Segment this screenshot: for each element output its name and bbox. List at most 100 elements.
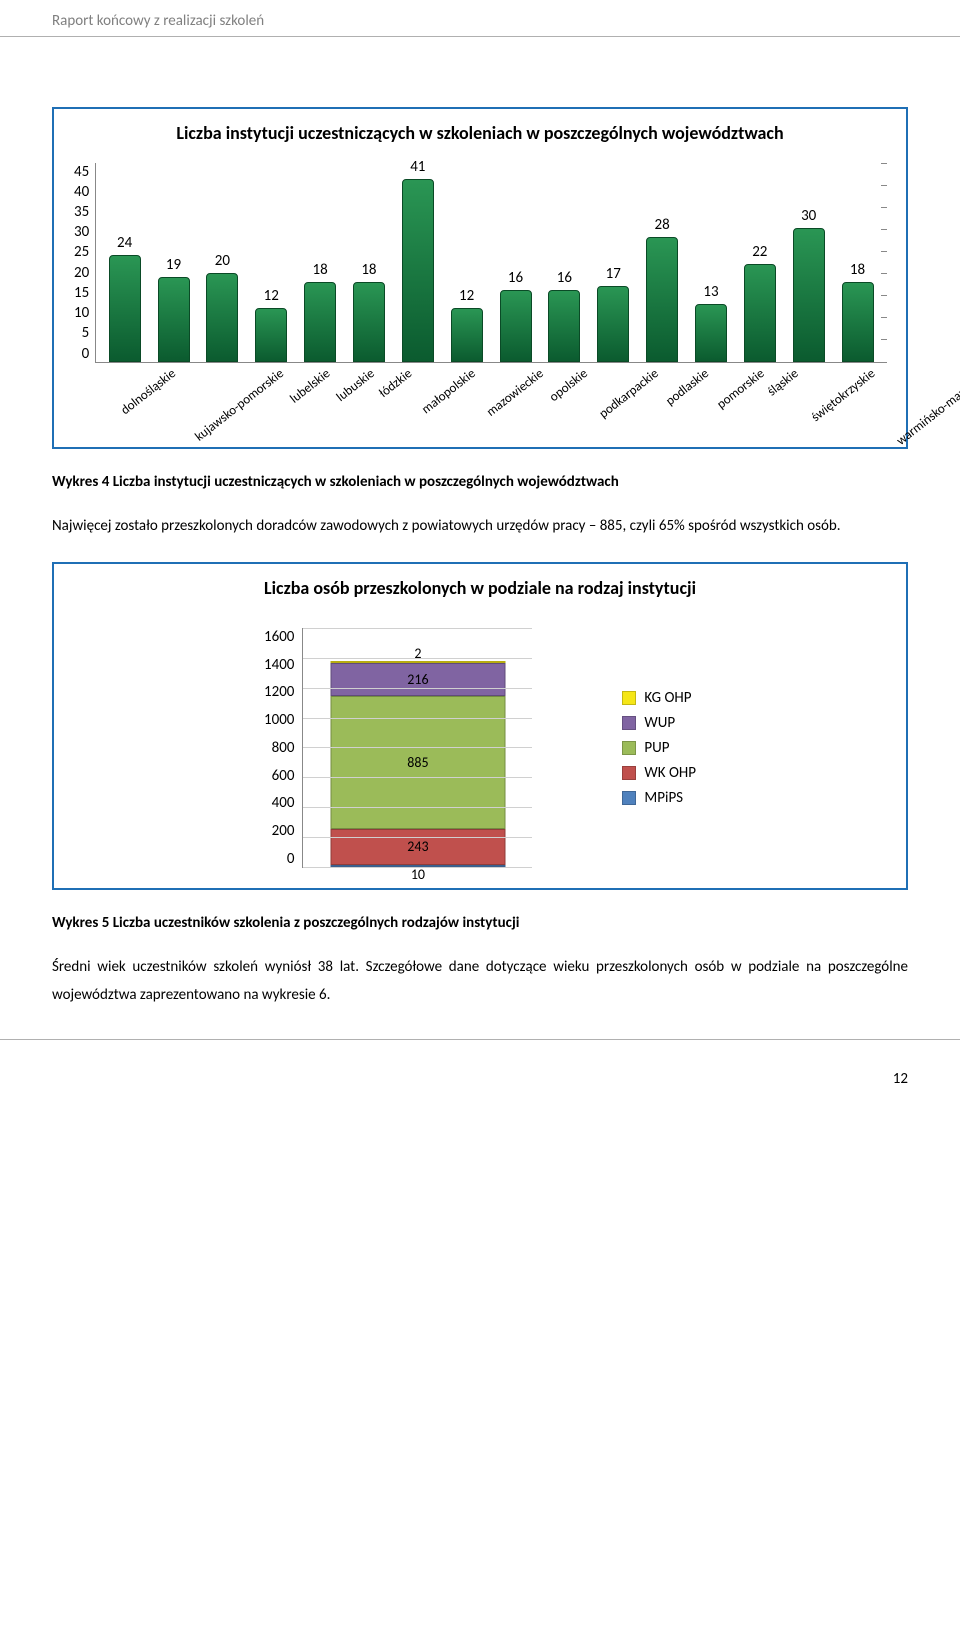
chart1-y-axis: 454035302520151050 xyxy=(74,163,95,363)
chart1-tick-mark xyxy=(881,317,887,318)
chart2-y-tick: 0 xyxy=(287,850,295,868)
chart1-bar xyxy=(695,304,727,362)
chart1-y-tick: 40 xyxy=(74,183,89,201)
page-header: Raport końcowy z realizacji szkoleń xyxy=(0,0,960,37)
chart1-bar-group: 28 xyxy=(638,163,687,362)
chart1-bar-value: 24 xyxy=(105,234,145,252)
chart2-plot-area: 102438852162 xyxy=(302,628,532,868)
chart1-bar-value: 18 xyxy=(349,261,389,279)
chart1-tick-mark xyxy=(881,251,887,252)
chart1-bar-group: 24 xyxy=(100,163,149,362)
chart1-bar-value: 18 xyxy=(300,261,340,279)
chart1-y-tick: 0 xyxy=(82,345,90,363)
chart1-bar-group: 16 xyxy=(540,163,589,362)
chart1-y-tick: 45 xyxy=(74,163,89,181)
chart1-tick-mark xyxy=(881,207,887,208)
chart2-title: Liczba osób przeszkolonych w podziale na… xyxy=(74,578,886,600)
chart1-tick-mark xyxy=(881,362,887,363)
chart1-tick-mark xyxy=(881,229,887,230)
chart1-x-labels: dolnośląskiekujawsko-pomorskielubelskiel… xyxy=(74,363,886,433)
chart1-bar-value: 20 xyxy=(202,252,242,270)
chart1-bar-group: 12 xyxy=(247,163,296,362)
chart2-caption: Wykres 5 Liczba uczestników szkolenia z … xyxy=(52,914,908,932)
chart1-bar xyxy=(206,273,238,362)
chart1-bar-group: 19 xyxy=(149,163,198,362)
chart2-gridline xyxy=(303,867,532,868)
chart1-bar-group: 12 xyxy=(442,163,491,362)
chart2-y-tick: 1000 xyxy=(264,711,294,729)
chart2-gridline xyxy=(303,718,532,719)
chart1-bar xyxy=(548,290,580,361)
chart2-segment-label: 2 xyxy=(393,645,443,662)
chart1-bar-value: 13 xyxy=(691,283,731,301)
chart1-bar-value: 16 xyxy=(496,269,536,287)
legend-swatch xyxy=(622,766,636,780)
paragraph-2: Średni wiek uczestników szkoleń wyniósł … xyxy=(52,954,908,1010)
chart1-y-tick: 5 xyxy=(82,324,90,342)
chart2-legend-item: WUP xyxy=(622,714,696,732)
chart1-bar-value: 12 xyxy=(447,287,487,305)
chart1-plot-area: 24192012181841121616172813223018 xyxy=(95,163,886,363)
chart1-bar-group: 17 xyxy=(589,163,638,362)
chart1-bar-value: 12 xyxy=(251,287,291,305)
chart1-bar xyxy=(158,277,190,361)
chart1-bar-group: 18 xyxy=(833,163,882,362)
chart1-x-label: warmińsko-mazurskie xyxy=(891,363,960,489)
chart1-bar xyxy=(842,282,874,362)
chart1-plot: 454035302520151050 241920121818411216161… xyxy=(74,163,886,363)
chart1-y-tick: 15 xyxy=(74,284,89,302)
chart1-bar-group: 18 xyxy=(296,163,345,362)
chart1-x-label: dolnośląskie xyxy=(116,363,210,458)
chart1-y-tick: 10 xyxy=(74,304,89,322)
chart1-bar-group: 30 xyxy=(784,163,833,362)
chart1-bar-group: 18 xyxy=(345,163,394,362)
chart1-bar-group: 16 xyxy=(491,163,540,362)
chart2-gridline xyxy=(303,658,532,659)
chart1-tick-mark xyxy=(881,273,887,274)
chart1-bar-group: 13 xyxy=(687,163,736,362)
legend-label: WUP xyxy=(644,714,675,732)
chart1-x-label: świętokrzyskie xyxy=(806,363,909,465)
chart1-bar xyxy=(793,228,825,361)
chart1-bar xyxy=(353,282,385,362)
chart1-y-tick: 35 xyxy=(74,203,89,221)
chart1-caption: Wykres 4 Liczba instytucji uczestniczący… xyxy=(52,473,908,491)
chart1-bar xyxy=(597,286,629,362)
page-number: 12 xyxy=(0,1039,960,1108)
chart2-legend: KG OHPWUPPUPWK OHPMPiPS xyxy=(622,682,696,814)
chart1-bar-value: 22 xyxy=(740,243,780,261)
chart1-bar-value: 17 xyxy=(593,265,633,283)
chart2-segment-label: 10 xyxy=(393,866,443,883)
chart2-gridline xyxy=(303,807,532,808)
legend-swatch xyxy=(622,691,636,705)
chart2-gridline xyxy=(303,837,532,838)
chart2-gridline xyxy=(303,688,532,689)
chart1-bar-value: 19 xyxy=(154,256,194,274)
chart1-tick-mark xyxy=(881,185,887,186)
paragraph-1: Najwięcej zostało przeszkolonych doradcó… xyxy=(52,513,908,541)
legend-swatch xyxy=(622,741,636,755)
chart2-gridline xyxy=(303,777,532,778)
chart1-bar-group: 22 xyxy=(735,163,784,362)
chart1-tick-mark xyxy=(881,339,887,340)
chart1-bars: 24192012181841121616172813223018 xyxy=(96,163,886,362)
chart2-y-tick: 1200 xyxy=(264,683,294,701)
chart1-bar-value: 41 xyxy=(398,158,438,176)
chart2-gridline xyxy=(303,747,532,748)
legend-label: KG OHP xyxy=(644,689,691,707)
legend-label: WK OHP xyxy=(644,764,696,782)
chart1-bar xyxy=(646,237,678,361)
legend-swatch xyxy=(622,716,636,730)
chart2-y-tick: 1600 xyxy=(264,628,294,646)
chart2-y-axis: 16001400120010008006004002000 xyxy=(264,628,302,868)
chart2-gridline xyxy=(303,628,532,629)
chart2-legend-item: WK OHP xyxy=(622,764,696,782)
chart1-bar-value: 30 xyxy=(789,207,829,225)
chart2-plot: 16001400120010008006004002000 1024388521… xyxy=(74,618,886,874)
chart1-bar xyxy=(109,255,141,362)
chart1-bar-value: 28 xyxy=(642,216,682,234)
chart2-segment: 243 xyxy=(330,829,505,865)
chart1-y-tick: 20 xyxy=(74,264,89,282)
chart2-segment: 216 xyxy=(330,663,505,695)
legend-swatch xyxy=(622,791,636,805)
